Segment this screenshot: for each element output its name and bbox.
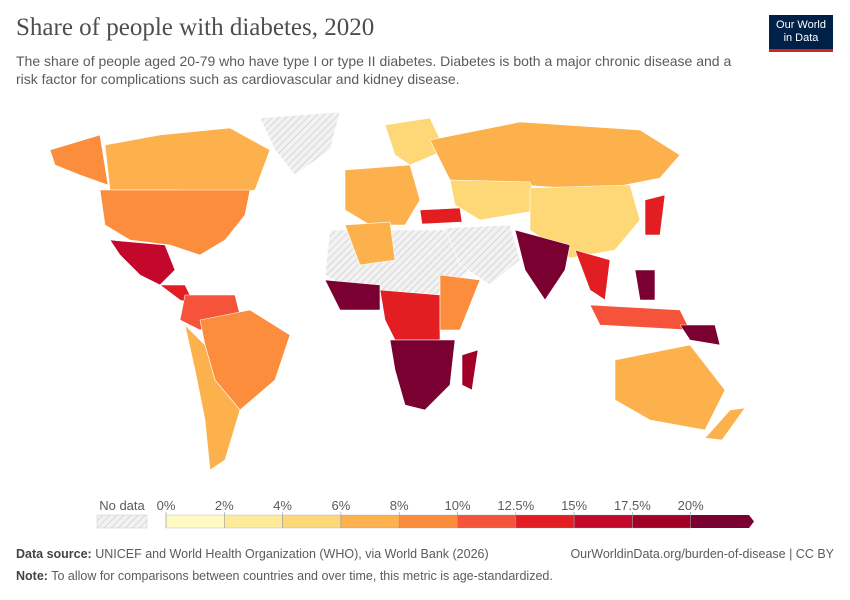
source-label: Data source: bbox=[16, 547, 92, 561]
legend-swatch bbox=[282, 514, 342, 529]
map-region-indonesia[interactable] bbox=[589, 304, 691, 331]
legend-swatch bbox=[632, 514, 691, 529]
map-region-australia[interactable] bbox=[614, 344, 726, 431]
map-region-alaska[interactable] bbox=[49, 134, 109, 186]
map-region-andes-argentina[interactable] bbox=[184, 324, 241, 471]
source-url-link[interactable]: OurWorldinData.org/burden-of-disease | C… bbox=[570, 547, 834, 561]
source-text: UNICEF and World Health Organization (WH… bbox=[95, 547, 489, 561]
map-region-china[interactable] bbox=[529, 184, 641, 259]
legend-tick-label: 4% bbox=[273, 498, 292, 513]
world-map[interactable] bbox=[0, 100, 850, 485]
map-region-india[interactable] bbox=[514, 229, 571, 301]
legend-tick-label: 10% bbox=[444, 498, 470, 513]
legend-swatch bbox=[573, 514, 633, 529]
legend-tick-label: 20% bbox=[678, 498, 704, 513]
logo-line-2: in Data bbox=[783, 32, 819, 44]
map-region-southeast-asia[interactable] bbox=[574, 249, 611, 301]
legend-swatch bbox=[515, 514, 575, 529]
map-region-algeria[interactable] bbox=[344, 221, 396, 266]
note-label: Note: bbox=[16, 569, 48, 583]
legend-tick-label: 12.5% bbox=[497, 498, 534, 513]
legend-tick-label: 2% bbox=[215, 498, 234, 513]
legend-no-data-label: No data bbox=[99, 498, 145, 513]
map-region-new-zealand[interactable] bbox=[704, 407, 746, 441]
legend-tick-label: 6% bbox=[332, 498, 351, 513]
map-region-east-africa[interactable] bbox=[439, 274, 481, 331]
map-region-europe[interactable] bbox=[344, 164, 421, 226]
map-region-southern-africa[interactable] bbox=[389, 339, 456, 411]
map-region-papua-new-guinea[interactable] bbox=[679, 324, 721, 346]
map-region-scandinavia[interactable] bbox=[384, 117, 446, 166]
footer-source: Data source: UNICEF and World Health Org… bbox=[16, 547, 834, 561]
legend-tick-label: 15% bbox=[561, 498, 587, 513]
map-region-russia[interactable] bbox=[429, 121, 681, 191]
map-region-mexico[interactable] bbox=[109, 239, 176, 286]
legend-swatch bbox=[457, 514, 516, 529]
legend-tick-label: 8% bbox=[390, 498, 409, 513]
map-region-usa[interactable] bbox=[99, 189, 251, 256]
note-text: To allow for comparisons between countri… bbox=[51, 569, 553, 583]
map-region-canada[interactable] bbox=[104, 127, 271, 196]
chart-subtitle: The share of people aged 20-79 who have … bbox=[16, 53, 732, 87]
map-legend: No data 0% 2% 4% 6% 8% 10% 12.5% 15% 17.5% 20% bbox=[96, 498, 754, 529]
chart-title: Share of people with diabetes, 2020 bbox=[16, 14, 375, 41]
legend-swatch bbox=[399, 514, 458, 529]
map-region-west-africa[interactable] bbox=[324, 279, 381, 311]
map-region-greenland[interactable] bbox=[259, 111, 341, 176]
map-region-middle-east[interactable] bbox=[444, 224, 521, 286]
map-region-philippines[interactable] bbox=[634, 269, 656, 301]
map-region-japan[interactable] bbox=[644, 194, 666, 236]
map-region-central-asia[interactable] bbox=[449, 179, 541, 221]
legend-swatch bbox=[224, 514, 283, 529]
footer-note: Note: To allow for comparisons between c… bbox=[16, 569, 553, 583]
legend-no-data-swatch bbox=[96, 514, 148, 529]
legend-swatch bbox=[165, 514, 225, 529]
owid-logo[interactable]: Our World in Data bbox=[769, 15, 833, 52]
map-region-turkey[interactable] bbox=[419, 207, 463, 225]
legend-tick-label: 0% bbox=[157, 498, 176, 513]
map-region-madagascar[interactable] bbox=[461, 349, 479, 391]
legend-swatch bbox=[690, 515, 754, 528]
map-region-central-africa[interactable] bbox=[379, 289, 441, 341]
logo-line-1: Our World bbox=[776, 19, 826, 31]
legend-tick-label: 17.5% bbox=[614, 498, 651, 513]
legend-swatch bbox=[340, 514, 400, 529]
